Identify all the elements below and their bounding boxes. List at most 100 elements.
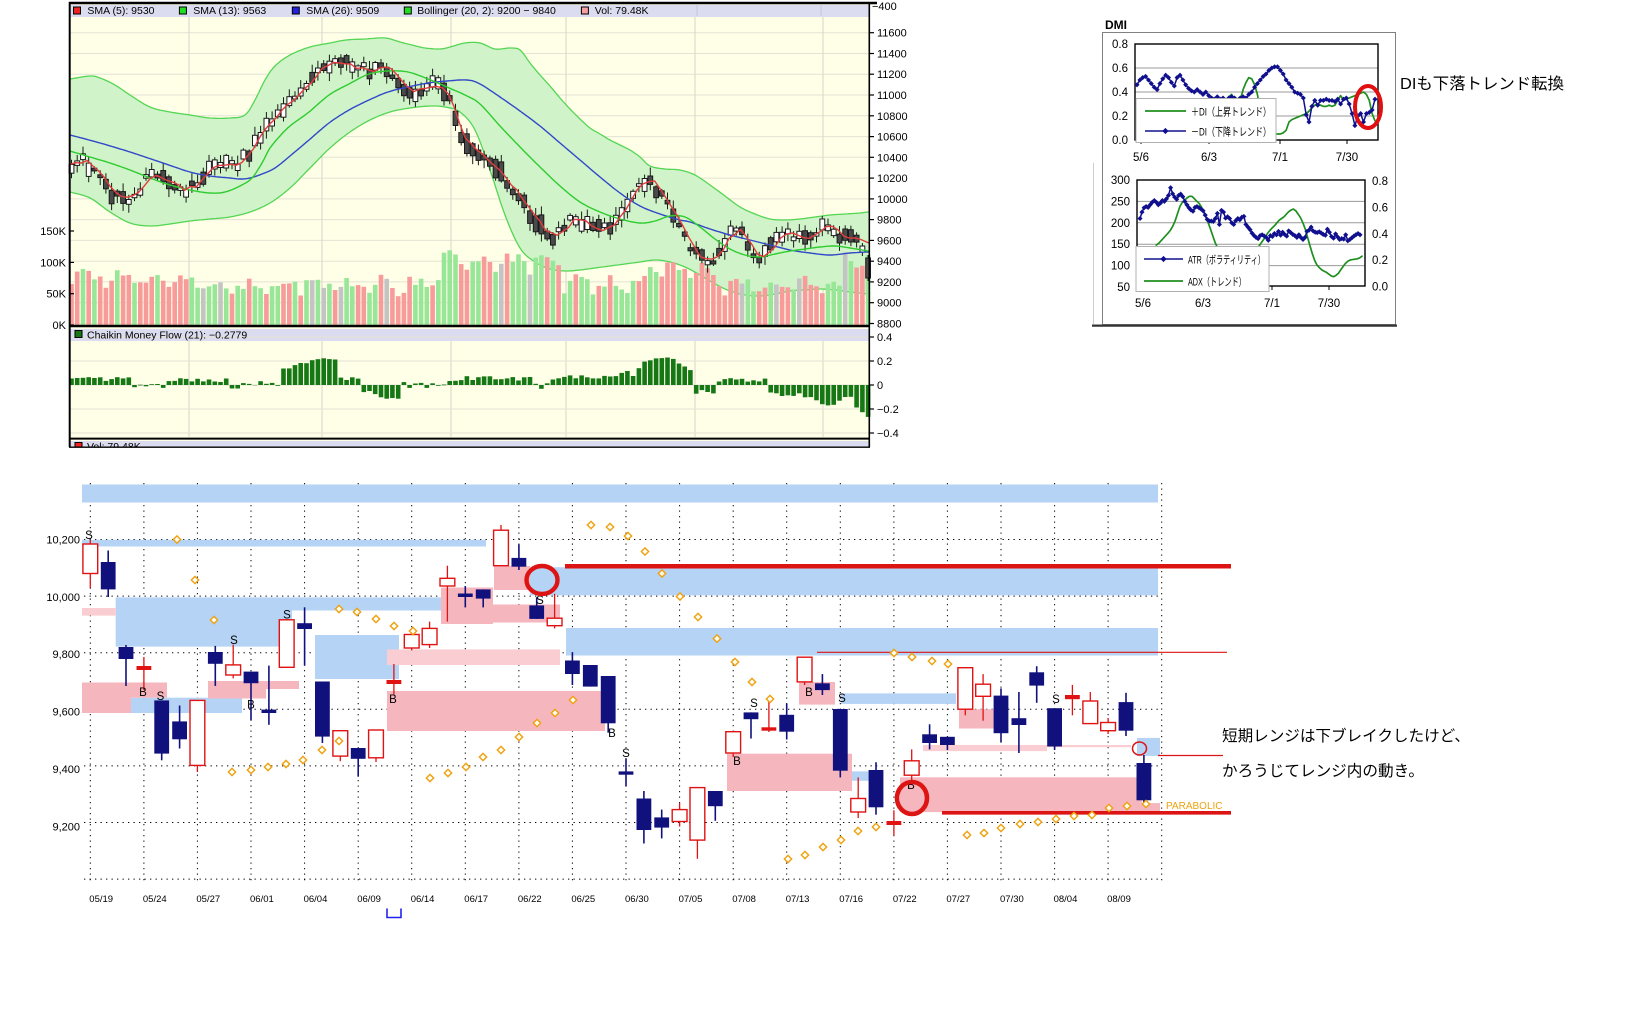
svg-text:0.4: 0.4 [1112,87,1129,99]
svg-text:PARABOLIC: PARABOLIC [1166,801,1223,812]
svg-text:06/14: 06/14 [411,894,435,905]
svg-text:ATR（ボラティリティ）: ATR（ボラティリティ） [1188,254,1265,267]
svg-text:9000: 9000 [877,298,901,310]
svg-text:11400: 11400 [877,49,907,61]
svg-text:9,200: 9,200 [52,822,80,834]
svg-text:200: 200 [1111,218,1130,230]
svg-text:Vol: 79.48K: Vol: 79.48K [595,5,649,17]
svg-text:Chaikin Money Flow (21): −0.27: Chaikin Money Flow (21): −0.2779 [87,330,247,342]
svg-text:11600: 11600 [877,28,907,40]
svg-text:05/19: 05/19 [89,894,113,905]
svg-text:B: B [389,694,397,706]
svg-text:6/3: 6/3 [1195,298,1211,310]
svg-text:06/30: 06/30 [625,894,649,905]
svg-text:B: B [805,687,813,699]
svg-text:07/08: 07/08 [732,894,756,905]
svg-text:0.8: 0.8 [1372,176,1388,188]
svg-text:0.0: 0.0 [1112,135,1128,147]
svg-text:50: 50 [1117,282,1130,294]
svg-text:0.2: 0.2 [1372,255,1388,267]
svg-text:07/16: 07/16 [839,894,863,905]
svg-text:9800: 9800 [877,215,901,227]
svg-text:300: 300 [1111,175,1130,187]
svg-text:10,000: 10,000 [46,592,80,604]
svg-text:6/3: 6/3 [1201,152,1217,164]
svg-text:SMA (26): 9509: SMA (26): 9509 [306,5,379,17]
svg-text:ADX（トレンド）: ADX（トレンド） [1188,276,1246,289]
svg-text:B: B [247,700,255,712]
svg-text:7/1: 7/1 [1272,152,1288,164]
svg-text:DMI: DMI [1105,18,1127,32]
svg-text:−0.4: −0.4 [877,428,899,440]
svg-text:0.4: 0.4 [1372,229,1389,241]
svg-text:06/09: 06/09 [357,894,381,905]
svg-text:0.2: 0.2 [877,356,892,368]
svg-text:05/24: 05/24 [143,894,167,905]
svg-text:0.0: 0.0 [1372,282,1388,294]
svg-text:100: 100 [1111,261,1130,273]
svg-text:9,400: 9,400 [52,764,80,776]
svg-text:5/6: 5/6 [1135,298,1151,310]
svg-text:10000: 10000 [877,194,908,206]
svg-text:S: S [536,595,544,607]
svg-text:−400: −400 [872,1,897,13]
svg-text:10600: 10600 [877,132,908,144]
svg-text:250: 250 [1111,196,1130,208]
svg-text:S: S [157,691,165,703]
svg-text:10,200: 10,200 [46,535,80,547]
svg-text:06/25: 06/25 [571,894,595,905]
svg-text:10400: 10400 [877,152,908,164]
svg-text:DIも下落トレンド転換: DIも下落トレンド転換 [1400,75,1564,93]
svg-text:06/17: 06/17 [464,894,488,905]
svg-text:B: B [608,728,616,740]
svg-text:0: 0 [877,380,883,392]
svg-text:短期レンジは下ブレイクしたけど、: 短期レンジは下ブレイクしたけど、 [1222,726,1470,745]
svg-text:06/22: 06/22 [518,894,542,905]
svg-text:7/1: 7/1 [1264,298,1280,310]
svg-text:9,600: 9,600 [52,707,80,719]
svg-text:08/04: 08/04 [1054,894,1078,905]
svg-text:10200: 10200 [877,173,908,185]
svg-text:10800: 10800 [877,111,908,123]
svg-text:9400: 9400 [877,256,901,268]
svg-text:S: S [230,635,238,647]
svg-text:B: B [139,687,147,699]
svg-text:150: 150 [1111,239,1130,251]
svg-text:06/04: 06/04 [304,894,328,905]
svg-text:5/6: 5/6 [1133,152,1149,164]
svg-text:7/30: 7/30 [1318,298,1340,310]
svg-text:－DI（下降トレンド）: －DI（下降トレンド） [1191,125,1271,139]
svg-text:8800: 8800 [877,319,901,331]
svg-text:0K: 0K [53,320,67,332]
svg-text:05/27: 05/27 [196,894,220,905]
svg-text:150K: 150K [40,226,66,238]
svg-text:0.2: 0.2 [1112,111,1128,123]
svg-text:S: S [283,610,291,622]
svg-text:−0.2: −0.2 [877,404,899,416]
svg-text:0.4: 0.4 [877,332,892,344]
svg-text:7/30: 7/30 [1336,152,1358,164]
svg-text:11200: 11200 [877,69,907,81]
svg-text:07/30: 07/30 [1000,894,1024,905]
svg-text:B: B [733,756,741,768]
svg-text:SMA (13): 9563: SMA (13): 9563 [193,5,266,17]
svg-text:08/09: 08/09 [1107,894,1131,905]
svg-text:SMA (5): 9530: SMA (5): 9530 [87,5,154,17]
svg-text:07/22: 07/22 [893,894,917,905]
svg-text:0.8: 0.8 [1112,39,1128,51]
svg-text:9,800: 9,800 [52,649,80,661]
svg-text:＋DI（上昇トレンド）: ＋DI（上昇トレンド） [1191,106,1271,119]
svg-text:11000: 11000 [877,90,907,102]
svg-text:07/27: 07/27 [946,894,970,905]
svg-text:かろうじてレンジ内の動き。: かろうじてレンジ内の動き。 [1222,762,1424,780]
svg-text:0.6: 0.6 [1372,202,1388,214]
svg-text:S: S [1052,694,1060,706]
svg-text:0.6: 0.6 [1112,63,1128,75]
svg-text:S: S [622,748,630,760]
svg-text:S: S [85,530,93,542]
svg-text:100K: 100K [40,257,66,269]
svg-text:06/01: 06/01 [250,894,274,905]
svg-text:Bollinger (20, 2): 9200 − 9840: Bollinger (20, 2): 9200 − 9840 [417,5,556,17]
svg-text:07/13: 07/13 [786,894,810,905]
svg-text:S: S [838,693,846,705]
